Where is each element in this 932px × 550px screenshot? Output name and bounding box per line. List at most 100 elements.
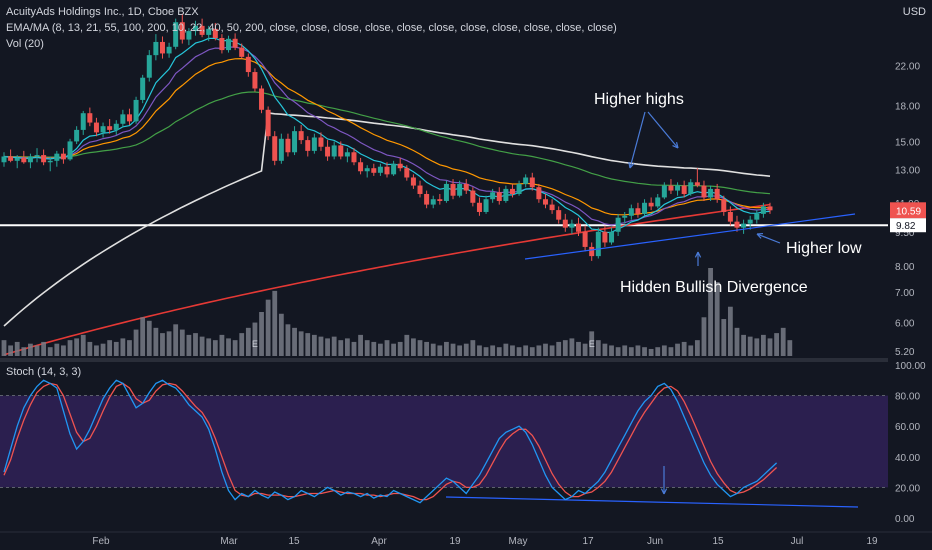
- volume-bar: [8, 345, 14, 356]
- candle-body: [635, 208, 641, 214]
- volume-bar: [681, 341, 687, 356]
- volume-bar: [259, 312, 264, 356]
- candle-body: [186, 31, 192, 40]
- candle-body: [562, 219, 568, 228]
- candle-body: [675, 185, 681, 191]
- volume-bar: [252, 322, 258, 356]
- price-tick-label: 9.50: [895, 228, 915, 239]
- candle-body: [27, 156, 33, 163]
- candle-body: [648, 202, 654, 207]
- candle-body: [41, 155, 47, 163]
- volume-bar: [265, 299, 271, 356]
- volume-bar: [562, 340, 568, 356]
- candle-body: [311, 137, 317, 151]
- candle-body: [642, 202, 648, 214]
- volume-bar: [331, 336, 337, 356]
- volume-bar: [54, 343, 60, 356]
- level-price-label: 9.82: [896, 221, 916, 232]
- candle-body: [569, 223, 575, 228]
- time-tick-label: Feb: [92, 536, 110, 547]
- volume-bar: [338, 340, 344, 356]
- price-axis-bg: [888, 0, 932, 550]
- ema-13-line: [3, 46, 771, 226]
- volume-bar: [675, 343, 680, 356]
- stoch-tick-label: 80.00: [895, 392, 920, 403]
- time-tick-label: Jun: [647, 536, 663, 547]
- volume-bar: [113, 341, 119, 356]
- price-tick-label: 13.00: [895, 166, 920, 177]
- volume-bar: [67, 340, 73, 356]
- candle-body: [80, 113, 86, 130]
- candle-body: [708, 188, 714, 198]
- candle-body: [483, 199, 489, 212]
- candle-body: [100, 126, 106, 133]
- candle-body: [140, 77, 146, 100]
- candle-body: [344, 152, 350, 157]
- volume-bar: [628, 347, 634, 356]
- volume-bar: [411, 338, 416, 356]
- stoch-tick-label: 100.00: [895, 361, 926, 372]
- volume-bar: [351, 341, 357, 356]
- volume-bar: [767, 338, 773, 356]
- volume-bar: [80, 334, 86, 356]
- volume-bar: [457, 345, 463, 356]
- candle-body: [602, 231, 608, 243]
- candle-body: [404, 168, 410, 178]
- volume-bar: [417, 340, 423, 356]
- volume-bar: [344, 338, 350, 356]
- stoch-tick-label: 40.00: [895, 453, 920, 464]
- candle-body: [701, 185, 707, 198]
- candle-body: [754, 213, 760, 220]
- volume-bar: [496, 347, 502, 356]
- volume-bar: [179, 329, 185, 356]
- ma-200-line: [3, 203, 771, 356]
- annotation-higher-highs: Higher highs: [594, 91, 684, 108]
- volume-bar: [153, 327, 159, 356]
- volume-bar: [292, 327, 297, 356]
- volume-bar: [371, 341, 377, 356]
- candle-body: [536, 187, 542, 200]
- candle-body: [609, 231, 615, 243]
- volume-bar: [239, 333, 245, 356]
- candle-body: [450, 183, 456, 196]
- volume-bar: [642, 347, 647, 356]
- candle-body: [351, 152, 357, 163]
- arrow-higher-highs-left-head: [628, 161, 635, 169]
- volume-bar: [450, 343, 456, 356]
- time-tick-label: 19: [866, 536, 878, 547]
- volume-bar: [424, 341, 430, 356]
- current-price-label: 10.59: [896, 206, 921, 217]
- volume-bar: [510, 345, 515, 356]
- pane-separator: [0, 358, 932, 362]
- volume-bar: [166, 331, 172, 356]
- candle-body: [278, 138, 284, 161]
- candle-body: [734, 221, 740, 228]
- candle-body: [285, 138, 291, 153]
- volume-bar: [615, 347, 621, 356]
- candle-body: [509, 188, 515, 194]
- candle-body: [503, 188, 509, 201]
- volume-bar: [212, 340, 218, 356]
- volume-bar: [430, 343, 436, 356]
- price-tick-label: 15.00: [895, 137, 920, 148]
- volume-bar: [569, 338, 575, 356]
- candle-body: [74, 129, 80, 142]
- candle-body: [391, 163, 397, 175]
- volume-bar: [529, 347, 535, 356]
- volume-bar: [727, 306, 733, 356]
- candle-body: [232, 38, 238, 48]
- volume-bar: [199, 336, 205, 356]
- candle-body: [371, 168, 377, 173]
- price-tick-label: 8.00: [895, 262, 915, 273]
- candle-body: [8, 156, 14, 161]
- candle-body: [318, 137, 324, 147]
- stoch-legend: Stoch (14, 3, 3): [6, 366, 82, 378]
- candle-body: [298, 131, 304, 141]
- candle-body: [424, 193, 430, 205]
- candle-body: [93, 122, 99, 133]
- candle-body: [437, 199, 443, 201]
- candle-body: [54, 153, 60, 161]
- annotation-hidden-divergence: Hidden Bullish Divergence: [620, 279, 808, 296]
- earnings-marker: E: [589, 339, 595, 349]
